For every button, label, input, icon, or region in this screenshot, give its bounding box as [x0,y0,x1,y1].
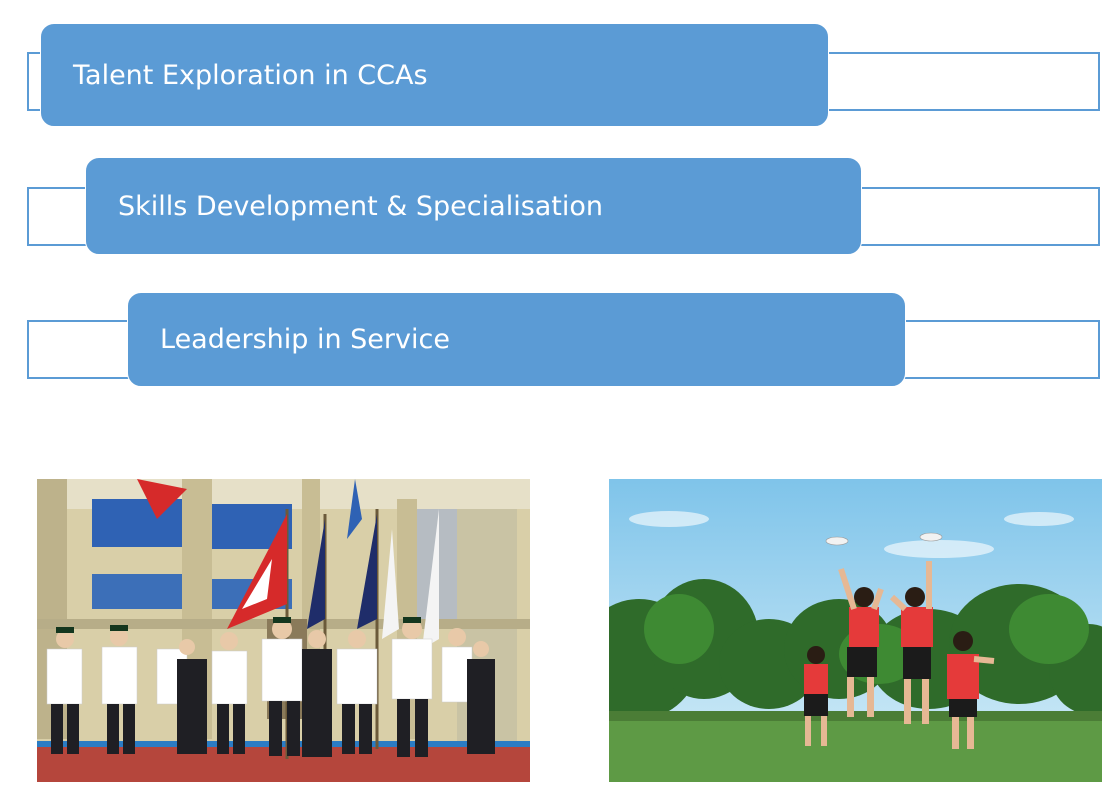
stage-2-bar: Skills Development & Specialisation [85,157,862,255]
stage-3-bar: Leadership in Service [127,292,906,387]
stage-2-label: Skills Development & Specialisation [118,190,604,222]
frisbee-photo [609,479,1102,782]
stage-1-bar: Talent Exploration in CCAs [40,23,829,127]
stage-3-label: Leadership in Service [160,324,450,355]
stage-1-label: Talent Exploration in CCAs [73,59,428,91]
parade-photo [37,479,530,782]
